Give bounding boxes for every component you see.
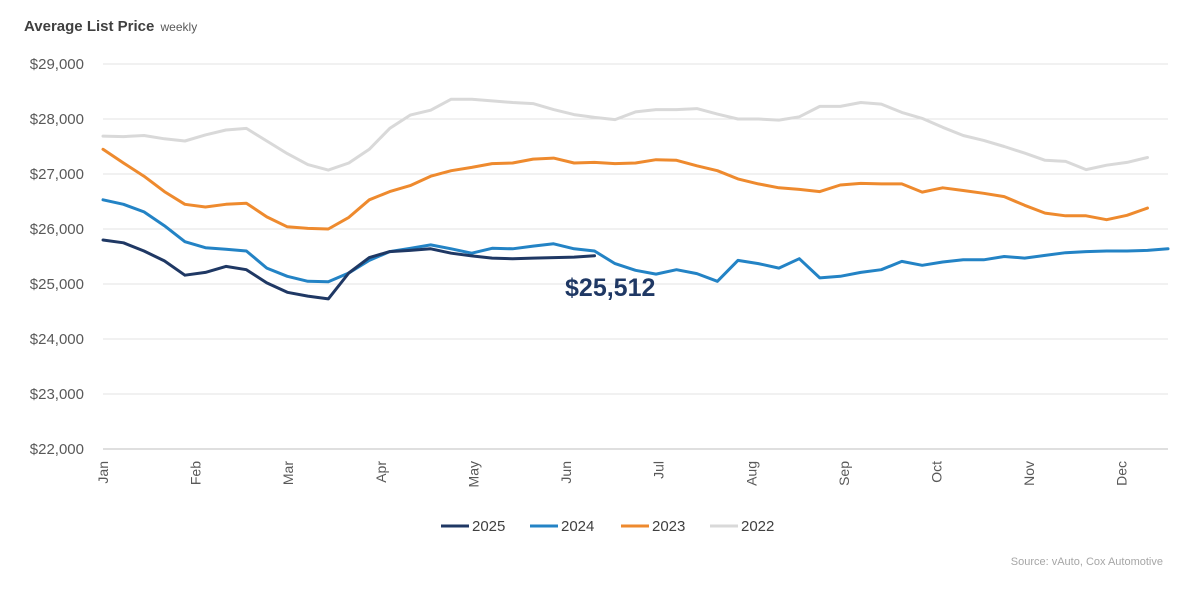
legend-label-2024: 2024 [561,518,594,535]
y-tick-label: $26,000 [30,221,84,238]
x-tick-label: May [465,461,481,487]
x-tick-label: Aug [743,461,759,486]
x-tick-label: Jan [95,461,111,484]
y-tick-label: $24,000 [30,331,84,348]
series-line-2023 [101,147,1149,231]
x-tick-label: Apr [373,461,389,483]
y-tick-label: $25,000 [30,276,84,293]
y-tick-label: $29,000 [30,56,84,73]
x-tick-label: Sep [836,461,852,486]
legend-label-2023: 2023 [652,518,685,535]
series-line-2022 [101,97,1149,172]
legend-label-2022: 2022 [741,518,774,535]
x-tick-label: Jun [558,461,574,484]
chart-subtitle: weekly [160,20,198,34]
y-tick-label: $22,000 [30,441,84,458]
x-tick-label: Feb [188,461,204,485]
y-tick-label: $23,000 [30,386,84,403]
y-tick-label: $28,000 [30,111,84,128]
chart-title-block: Average List Price weekly [24,18,197,35]
series-line-2024 [101,198,1170,284]
source-note: Source: vAuto, Cox Automotive [1010,556,1163,568]
annotation-label: $25,512 [565,274,655,302]
x-tick-label: Mar [280,461,296,485]
x-tick-label: Nov [1021,461,1037,486]
y-tick-label: $27,000 [30,166,84,183]
x-tick-label: Dec [1114,461,1130,486]
x-tick-label: Oct [928,461,944,483]
legend-label-2025: 2025 [472,518,505,535]
x-tick-label: Jul [651,461,667,479]
chart-title: Average List Price [24,18,155,35]
series-line-2025 [101,238,596,301]
